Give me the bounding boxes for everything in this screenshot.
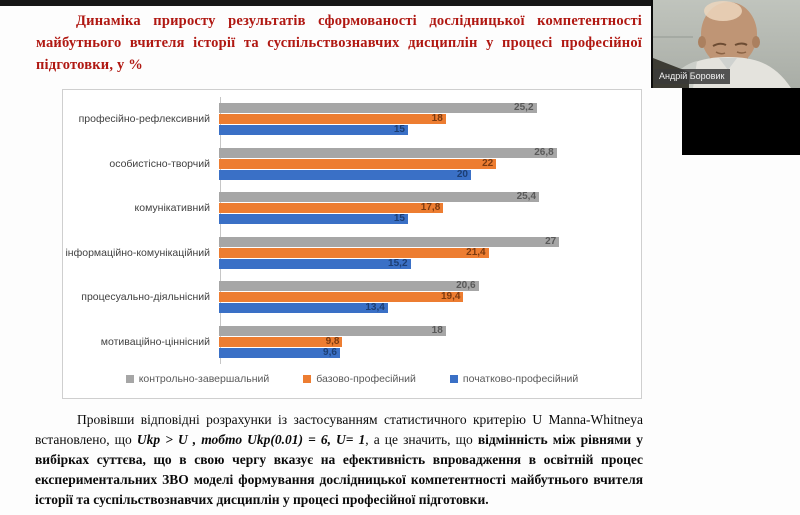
bar-value-label: 22 (482, 157, 494, 169)
bar-value-label: 15 (393, 213, 405, 225)
bar-початково-професійний: 13,4 (219, 302, 388, 314)
legend-label: базово-професійний (316, 373, 416, 385)
bar-контрольно-завершальний: 18 (219, 324, 446, 336)
participant-name-badge: Андрій Боровик (654, 69, 731, 84)
chart-axis-line (220, 97, 221, 364)
bar-value-label: 15,2 (388, 257, 408, 269)
bar-value-label: 15 (393, 124, 405, 136)
category-label: особистісно-творчий (109, 157, 210, 170)
slide-paragraph: Провівши відповідні розрахунки із застос… (35, 410, 643, 510)
bar-group: 20,6 19,4 13,4 (219, 280, 641, 314)
chart-legend: контрольно-завершальний базово-професійни… (63, 373, 641, 385)
legend-swatch-icon (125, 375, 134, 383)
bar-value-label: 25,2 (514, 102, 534, 114)
paragraph-text-regular: Провівши відповідні розрахунки із застос… (35, 412, 643, 447)
bar-контрольно-завершальний: 27 (219, 235, 560, 247)
bar-початково-професійний: 15 (219, 124, 408, 136)
legend-item: базово-професійний (303, 373, 416, 385)
bar-group: 18 9,8 9,6 (219, 324, 641, 358)
legend-swatch-icon (303, 375, 312, 383)
bar-value-label: 18 (431, 113, 443, 125)
bar-базово-професійний: 19,4 (219, 291, 464, 303)
window-top-bar (0, 0, 656, 6)
bar-group: 26,8 22 20 (219, 146, 641, 180)
slide-title: Динаміка приросту результатів сформовано… (36, 13, 642, 73)
bar-value-label: 17,8 (420, 202, 441, 214)
bar-початково-професійний: 20 (219, 168, 471, 180)
legend-item: початково-професійний (449, 373, 579, 385)
chart-row: комунікативний 25,4 17,8 15 (63, 186, 641, 231)
bar-базово-професійний: 18 (219, 113, 446, 125)
bar-value-label: 27 (545, 235, 557, 247)
category-label: мотиваційно-ціннісний (100, 335, 210, 348)
chart-row: мотиваційно-ціннісний 18 9,8 9,6 (63, 320, 641, 365)
bar-контрольно-завершальний: 20,6 (219, 280, 479, 292)
bar-контрольно-завершальний: 26,8 (219, 146, 557, 158)
bar-базово-професійний: 17,8 (219, 202, 444, 214)
chart-plot-area: професійно-рефлексивний 25,2 18 15 особистіс… (63, 97, 641, 364)
bar-group: 25,2 18 15 (219, 102, 641, 136)
paragraph-text-formula: Ukp > U , тобто Ukp(0.01) = 6, U= 1 (136, 431, 366, 447)
bar-початково-професійний: 15,2 (219, 257, 411, 269)
bar-value-label: 9,6 (323, 346, 337, 358)
legend-item: контрольно-завершальний (125, 373, 270, 385)
bar-value-label: 20,6 (456, 280, 476, 292)
category-label: процесуально-діяльнісний (81, 291, 210, 304)
bar-value-label: 20 (456, 168, 468, 180)
bar-контрольно-завершальний: 25,4 (219, 191, 540, 203)
webcam-tile[interactable]: Андрій Боровик (651, 0, 800, 88)
bar-group: 27 21,4 15,2 (219, 235, 641, 269)
bar-початково-професійний: 15 (219, 213, 408, 225)
bar-value-label: 13,4 (365, 302, 385, 314)
paragraph-text-bold: відмінність між рівнями у вибірках суттє… (35, 431, 643, 507)
category-label: інформаційно-комунікаційний (65, 246, 210, 259)
chart-row: інформаційно-комунікаційний 27 21,4 15,2 (63, 231, 641, 276)
bar-group: 25,4 17,8 15 (219, 191, 641, 225)
legend-label: контрольно-завершальний (138, 373, 270, 385)
bar-value-label: 9,8 (325, 335, 340, 347)
bar-value-label: 18 (431, 324, 443, 336)
legend-label: початково-професійний (462, 373, 579, 385)
bar-value-label: 21,4 (466, 246, 486, 258)
bar-контрольно-завершальний: 25,2 (219, 102, 537, 114)
bar-value-label: 19,4 (440, 291, 461, 303)
bar-value-label: 26,8 (534, 146, 554, 158)
chart-row: професійно-рефлексивний 25,2 18 15 (63, 97, 641, 142)
chart-row: процесуально-діяльнісний 20,6 19,4 13,4 (63, 275, 641, 320)
category-label: професійно-рефлексивний (78, 113, 210, 126)
paragraph-text-regular: , а це значить, що (365, 431, 478, 447)
category-label: комунікативний (134, 202, 210, 215)
bar-базово-професійний: 21,4 (219, 246, 489, 258)
bar-value-label: 25,4 (516, 191, 537, 203)
video-letterbox-black (682, 88, 800, 155)
bar-початково-професійний: 9,6 (219, 346, 340, 358)
chart-row: особистісно-творчий 26,8 22 20 (63, 142, 641, 187)
bar-базово-професійний: 22 (219, 157, 497, 169)
legend-swatch-icon (449, 375, 458, 383)
bar-базово-професійний: 9,8 (219, 335, 343, 347)
bar-chart: професійно-рефлексивний 25,2 18 15 особистіс… (62, 89, 642, 399)
